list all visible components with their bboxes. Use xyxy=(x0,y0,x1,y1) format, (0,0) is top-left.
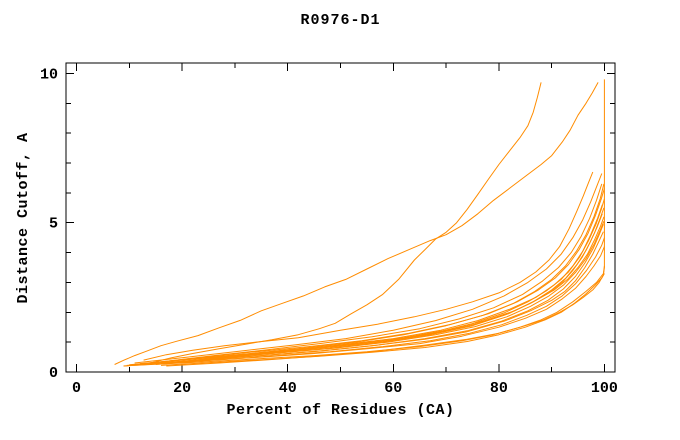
x-tick-label: 20 xyxy=(173,380,191,397)
model-curve xyxy=(150,188,605,364)
model-curve xyxy=(123,265,605,367)
axis-ticks xyxy=(66,63,615,373)
x-axis-label: Percent of Residues (CA) xyxy=(226,402,455,419)
x-tick-label: 40 xyxy=(279,380,297,397)
model-curve xyxy=(160,273,605,366)
model-curve xyxy=(176,207,605,363)
y-axis-label: Distance Cutoff, A xyxy=(15,132,32,304)
x-tick-label: 100 xyxy=(591,380,618,397)
chart-title: R0976-D1 xyxy=(300,12,381,29)
x-tick-label: 0 xyxy=(72,380,81,397)
y-tick-label: 5 xyxy=(49,216,58,233)
x-tick-label: 80 xyxy=(490,380,508,397)
model-curves xyxy=(114,79,605,367)
y-tick-label: 10 xyxy=(40,66,58,83)
axis-tick-labels: 0 20 40 60 80 100 0 5 10 xyxy=(40,66,618,397)
model-curve xyxy=(134,173,603,364)
model-curve xyxy=(114,82,599,365)
model-curve xyxy=(163,183,603,363)
y-tick-label: 0 xyxy=(49,365,58,382)
plot-frame xyxy=(65,62,616,373)
plot-border xyxy=(65,62,616,373)
model-curve xyxy=(182,198,605,363)
model-curve xyxy=(123,237,605,367)
model-curve xyxy=(160,231,604,364)
x-tick-label: 60 xyxy=(384,380,402,397)
model-curve xyxy=(145,183,605,365)
model-curve xyxy=(166,224,604,365)
model-curve xyxy=(143,171,594,361)
model-curve xyxy=(126,221,605,366)
